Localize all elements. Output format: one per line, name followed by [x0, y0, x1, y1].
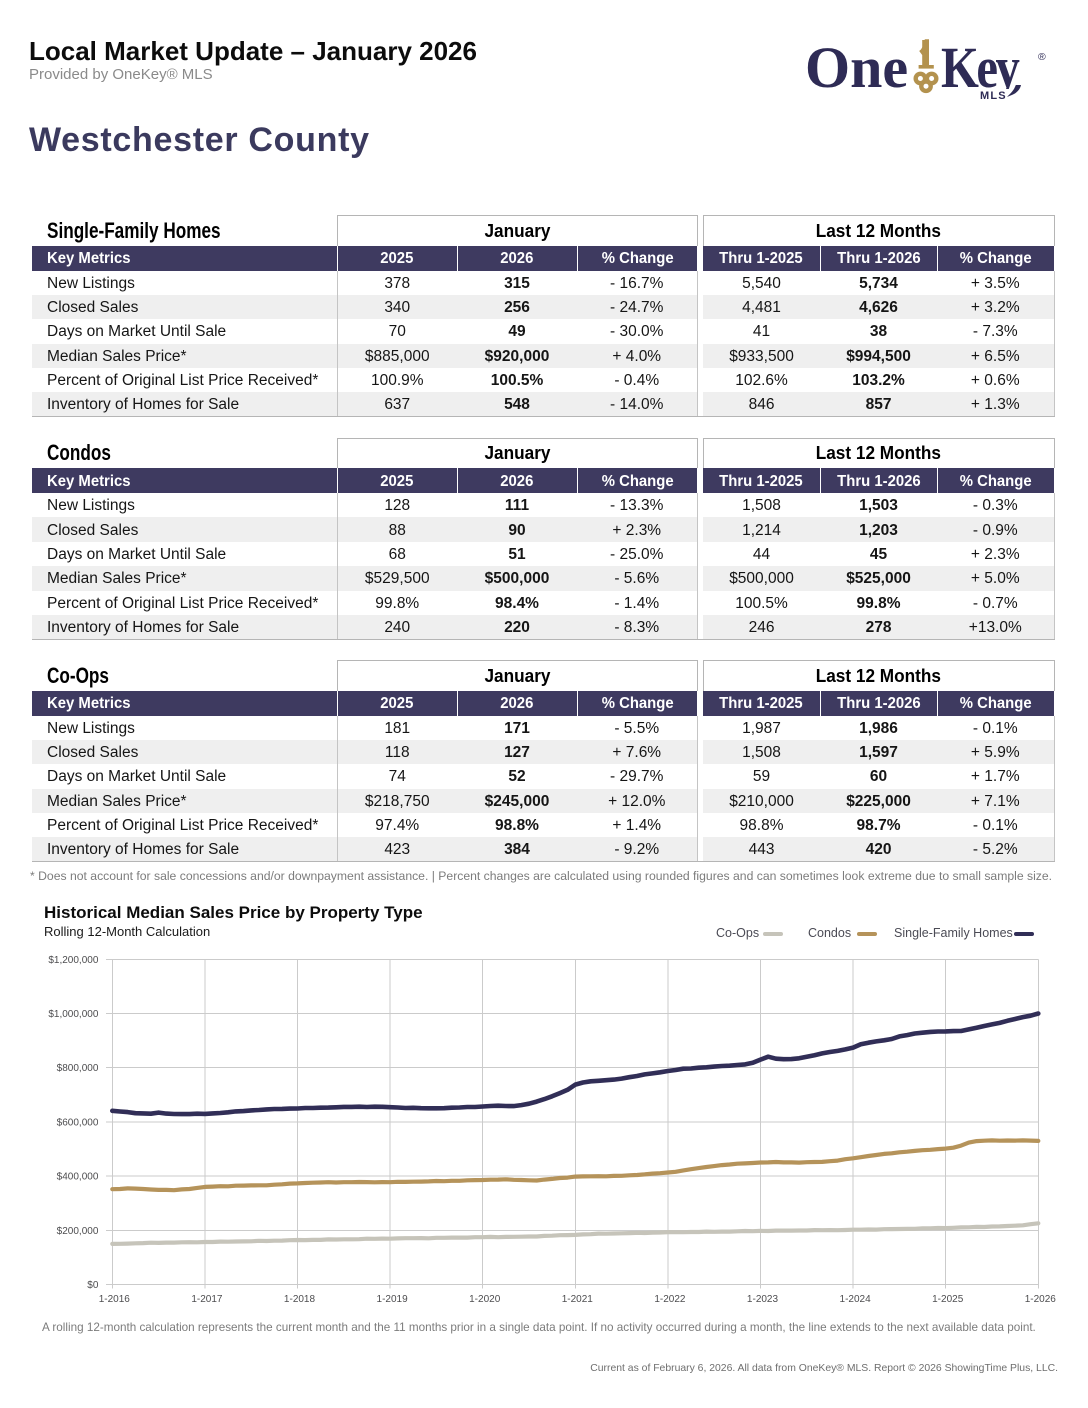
- svg-text:1-2026: 1-2026: [1025, 1294, 1057, 1305]
- svg-text:1-2018: 1-2018: [284, 1294, 316, 1305]
- svg-text:1-2025: 1-2025: [932, 1294, 964, 1305]
- svg-text:1-2022: 1-2022: [654, 1294, 686, 1305]
- svg-text:$400,000: $400,000: [57, 1172, 99, 1183]
- svg-text:1-2020: 1-2020: [469, 1294, 501, 1305]
- svg-text:$1,000,000: $1,000,000: [48, 1009, 98, 1020]
- svg-text:$800,000: $800,000: [57, 1063, 99, 1074]
- svg-text:1-2017: 1-2017: [191, 1294, 223, 1305]
- svg-text:1-2021: 1-2021: [562, 1294, 594, 1305]
- svg-text:$600,000: $600,000: [57, 1117, 99, 1128]
- svg-text:$200,000: $200,000: [57, 1226, 99, 1237]
- svg-text:1-2019: 1-2019: [377, 1294, 409, 1305]
- svg-text:$1,200,000: $1,200,000: [48, 955, 98, 966]
- svg-text:1-2023: 1-2023: [747, 1294, 779, 1305]
- svg-text:1-2016: 1-2016: [99, 1294, 131, 1305]
- svg-text:$0: $0: [87, 1280, 99, 1291]
- svg-text:1-2024: 1-2024: [840, 1294, 872, 1305]
